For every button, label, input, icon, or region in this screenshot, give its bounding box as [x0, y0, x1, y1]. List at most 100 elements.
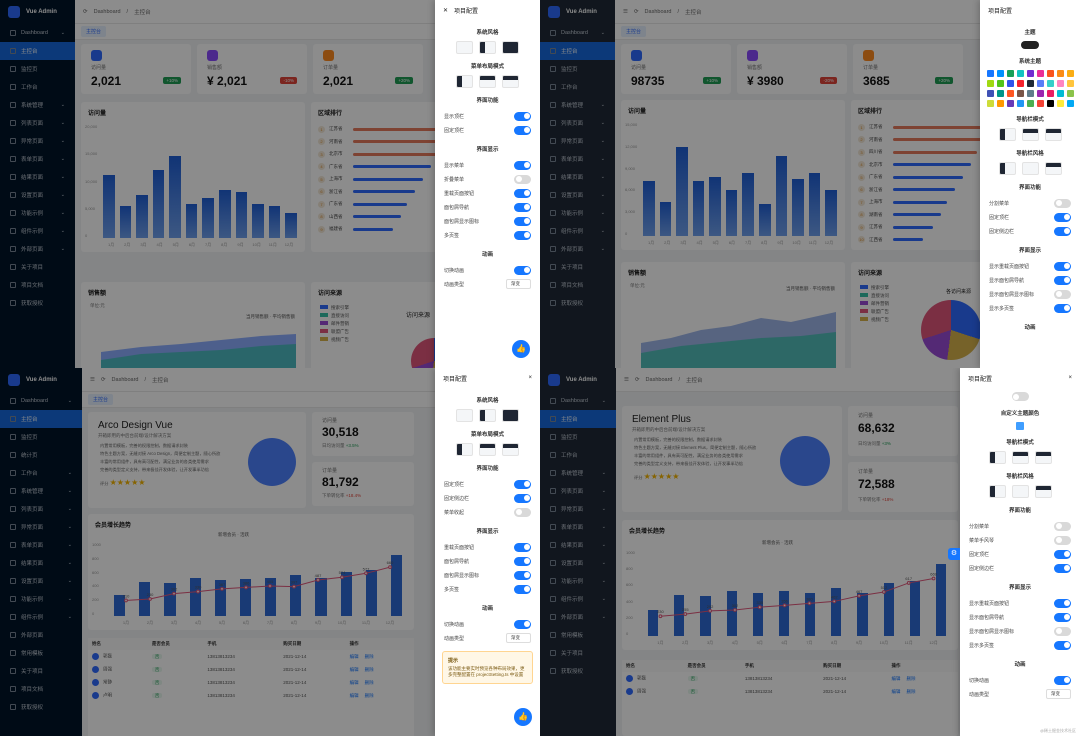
- collapse-icon[interactable]: ☰: [90, 376, 95, 383]
- sidebar-item[interactable]: 常用模板: [540, 626, 616, 644]
- toggle-switch[interactable]: [514, 570, 531, 580]
- edit-link[interactable]: 编辑: [891, 688, 901, 694]
- sidebar-item[interactable]: 工作台: [540, 78, 615, 96]
- sidebar-item[interactable]: 工作台: [540, 446, 616, 464]
- collapse-icon[interactable]: ☰: [624, 376, 629, 383]
- toggle-switch[interactable]: [1054, 626, 1071, 636]
- delete-link[interactable]: 删除: [906, 688, 916, 694]
- color-swatch[interactable]: [1016, 70, 1024, 77]
- color-swatch[interactable]: [1046, 100, 1054, 107]
- anim-type-select[interactable]: 渐变: [506, 279, 531, 289]
- refresh-icon[interactable]: ⟳: [633, 8, 639, 15]
- close-icon[interactable]: ✕: [443, 7, 449, 14]
- nav-mode-mix[interactable]: [1034, 451, 1052, 464]
- refresh-icon[interactable]: ⟳: [100, 376, 106, 383]
- sidebar-item[interactable]: 功能示例 ⌄: [540, 572, 616, 590]
- toggle-switch[interactable]: [1054, 549, 1071, 559]
- sidebar-item[interactable]: 关于项目: [0, 662, 82, 680]
- toggle-switch[interactable]: [1054, 640, 1071, 650]
- layout-side[interactable]: [456, 75, 473, 88]
- sidebar-item[interactable]: 外部页面 ⌄: [0, 240, 75, 258]
- toggle-switch[interactable]: [514, 230, 531, 240]
- edit-link[interactable]: 编辑: [349, 679, 359, 685]
- color-swatch[interactable]: [996, 100, 1004, 107]
- sidebar-item[interactable]: 获取授权: [0, 698, 82, 716]
- sidebar-item[interactable]: 异常页面 ⌄: [540, 500, 616, 518]
- color-swatch[interactable]: [1036, 90, 1044, 97]
- color-swatch[interactable]: [1016, 80, 1024, 87]
- sidebar-item[interactable]: 统计页: [0, 446, 82, 464]
- nav-mode-top[interactable]: [1011, 451, 1029, 464]
- toggle-switch[interactable]: [1054, 563, 1071, 573]
- sidebar-item[interactable]: 获取授权: [0, 294, 75, 312]
- sidebar-item[interactable]: Dashboard ⌄: [540, 392, 616, 410]
- toggle-switch[interactable]: [514, 493, 531, 503]
- toggle-switch[interactable]: [514, 507, 531, 517]
- sidebar-item[interactable]: Dashboard ⌄: [0, 392, 82, 410]
- toggle-switch[interactable]: [1054, 261, 1071, 271]
- color-swatch[interactable]: [1026, 90, 1034, 97]
- color-swatch[interactable]: [1036, 100, 1044, 107]
- color-swatch[interactable]: [996, 70, 1004, 77]
- sidebar-item[interactable]: 组件示例 ⌄: [0, 608, 82, 626]
- sidebar-item[interactable]: 异常页面 ⌄: [0, 132, 75, 150]
- color-swatch[interactable]: [986, 90, 994, 97]
- layout-mix[interactable]: [502, 75, 519, 88]
- sidebar-item[interactable]: 组件示例 ⌄: [0, 222, 75, 240]
- toggle-switch[interactable]: [514, 160, 531, 170]
- delete-link[interactable]: 删除: [364, 653, 374, 659]
- layout-side[interactable]: [456, 443, 473, 456]
- nav-mode-mix[interactable]: [1044, 128, 1062, 141]
- color-swatch[interactable]: [1046, 70, 1054, 77]
- nav-mode-top[interactable]: [1021, 128, 1039, 141]
- nav-style-light[interactable]: [1021, 162, 1039, 175]
- toggle-switch[interactable]: [514, 556, 531, 566]
- theme-dark-side[interactable]: [479, 409, 496, 422]
- theme-light[interactable]: [456, 41, 473, 54]
- dark-mode-switch[interactable]: [1011, 392, 1029, 401]
- nav-style-dark[interactable]: [988, 485, 1006, 498]
- close-icon[interactable]: ×: [528, 375, 532, 381]
- color-swatch[interactable]: [1066, 80, 1074, 87]
- breadcrumb-home[interactable]: Dashboard: [645, 376, 673, 383]
- sidebar-item[interactable]: 设置页面 ⌄: [0, 186, 75, 204]
- sidebar-item[interactable]: 列表页面 ⌄: [0, 114, 75, 132]
- sidebar-item[interactable]: Dashboard ⌄: [0, 24, 75, 42]
- sidebar-item[interactable]: 关于项目: [0, 258, 75, 276]
- sidebar-item[interactable]: 项目文档: [0, 680, 82, 698]
- sidebar-item[interactable]: 结果页面 ⌄: [0, 168, 75, 186]
- toggle-switch[interactable]: [1054, 598, 1071, 608]
- color-swatch[interactable]: [1006, 90, 1014, 97]
- settings-gear-icon[interactable]: ⚙: [948, 548, 960, 560]
- sidebar-item[interactable]: 功能示例 ⌄: [0, 590, 82, 608]
- nav-style-light[interactable]: [1011, 485, 1029, 498]
- color-swatch[interactable]: [1066, 70, 1074, 77]
- layout-top[interactable]: [479, 443, 496, 456]
- sidebar-item[interactable]: 表单页面 ⌄: [0, 150, 75, 168]
- sidebar-item[interactable]: 功能示例 ⌄: [0, 204, 75, 222]
- color-swatch[interactable]: [1006, 80, 1014, 87]
- tab-dashboard[interactable]: 主控台: [621, 26, 647, 37]
- like-icon[interactable]: 👍: [512, 340, 530, 358]
- toggle-switch[interactable]: [1054, 535, 1071, 545]
- color-picker[interactable]: [1016, 422, 1024, 430]
- color-swatch[interactable]: [1046, 90, 1054, 97]
- sidebar-item[interactable]: 项目文档: [540, 276, 615, 294]
- sidebar-item[interactable]: 列表页面 ⌄: [540, 114, 615, 132]
- toggle-switch[interactable]: [514, 216, 531, 226]
- color-swatch[interactable]: [1066, 100, 1074, 107]
- sidebar-item[interactable]: 表单页面 ⌄: [540, 150, 615, 168]
- sidebar-item[interactable]: 监控页: [540, 428, 616, 446]
- color-swatch[interactable]: [1036, 70, 1044, 77]
- sidebar-item[interactable]: 系统管理 ⌄: [540, 464, 616, 482]
- sidebar-item[interactable]: 组件示例 ⌄: [540, 590, 616, 608]
- sidebar-item[interactable]: 异常页面 ⌄: [540, 132, 615, 150]
- sidebar-item[interactable]: 监控页: [0, 60, 75, 78]
- color-swatch[interactable]: [1046, 80, 1054, 87]
- nav-mode-side[interactable]: [998, 128, 1016, 141]
- color-swatch[interactable]: [1026, 100, 1034, 107]
- color-swatch[interactable]: [1056, 80, 1064, 87]
- sidebar-item[interactable]: 主控台: [0, 410, 82, 428]
- color-swatch[interactable]: [996, 90, 1004, 97]
- edit-link[interactable]: 编辑: [891, 675, 901, 681]
